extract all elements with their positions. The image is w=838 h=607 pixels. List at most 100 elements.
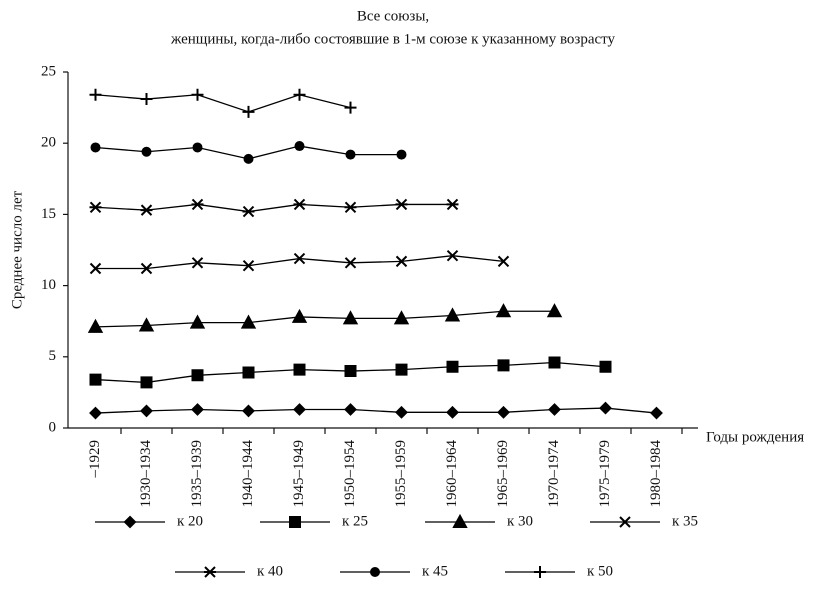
- data-point: [548, 356, 561, 369]
- data-point: [599, 401, 612, 415]
- data-point: [191, 257, 204, 269]
- x-tick-label: 1950–1954: [342, 440, 358, 508]
- data-point: [293, 252, 306, 265]
- legend-label: к 20: [177, 513, 203, 529]
- data-point: [89, 373, 102, 386]
- y-tick-label: 20: [41, 135, 56, 151]
- y-tick-label: 15: [41, 206, 56, 222]
- data-point: [345, 149, 356, 160]
- x-tick-label: 1980–1984: [648, 440, 664, 508]
- series-line: [95, 203, 453, 213]
- data-point: [192, 142, 203, 153]
- data-point: [140, 404, 153, 418]
- data-point: [87, 318, 104, 333]
- data-point: [89, 406, 102, 420]
- legend-label: к 50: [587, 563, 613, 579]
- data-point: [140, 93, 153, 106]
- data-point: [344, 101, 357, 114]
- legend-marker: [452, 513, 468, 528]
- y-tick-label: 10: [41, 277, 56, 293]
- data-point: [293, 198, 306, 211]
- data-point: [293, 363, 306, 376]
- data-point: [189, 314, 206, 329]
- data-point: [548, 403, 561, 416]
- data-point: [242, 259, 255, 272]
- data-point: [89, 201, 102, 213]
- data-point: [242, 404, 255, 418]
- data-point: [395, 363, 408, 376]
- legend-marker: [619, 516, 631, 528]
- data-point: [191, 198, 204, 211]
- data-point: [140, 376, 153, 389]
- data-point: [344, 201, 357, 213]
- x-tick-label: –1929: [87, 440, 103, 479]
- chart-title: Все союзы,: [357, 8, 429, 24]
- data-point: [395, 405, 408, 419]
- data-point: [89, 262, 102, 275]
- legend-marker: [534, 566, 546, 578]
- data-point: [141, 146, 152, 157]
- x-tick-label: 1940–1944: [240, 440, 256, 508]
- legend-label: к 40: [257, 563, 283, 579]
- y-tick-label: 0: [49, 419, 57, 435]
- x-tick-label: 1960–1964: [444, 440, 460, 508]
- data-point: [344, 257, 357, 269]
- legend-label: к 45: [422, 563, 448, 579]
- data-point: [396, 149, 407, 160]
- data-point: [497, 405, 510, 419]
- legend-label: к 25: [342, 513, 368, 529]
- data-point: [89, 88, 102, 101]
- data-point: [599, 360, 612, 373]
- y-tick-label: 25: [41, 63, 56, 79]
- x-tick-label: 1930–1934: [138, 440, 154, 508]
- data-point: [444, 307, 461, 322]
- data-point: [293, 88, 306, 101]
- data-point: [191, 369, 204, 382]
- x-tick-label: 1975–1979: [597, 440, 613, 508]
- legend-label: к 35: [672, 513, 698, 529]
- data-point: [446, 405, 459, 419]
- data-point: [446, 249, 459, 262]
- data-point: [90, 142, 101, 153]
- data-point: [393, 310, 410, 325]
- chart-subtitle: женщины, когда-либо состоявшие в 1-м сою…: [170, 31, 616, 47]
- data-point: [140, 204, 153, 216]
- data-point: [293, 403, 306, 416]
- data-point: [344, 365, 357, 378]
- data-point: [242, 105, 255, 118]
- y-tick-label: 5: [49, 348, 57, 364]
- legend-marker: [289, 516, 301, 528]
- data-point: [395, 255, 408, 268]
- data-point: [650, 406, 663, 420]
- data-point: [191, 88, 204, 101]
- legend-label: к 30: [507, 513, 533, 529]
- legend-marker: [370, 567, 380, 577]
- data-point: [497, 359, 510, 372]
- series-line: [95, 94, 351, 113]
- legend-marker: [123, 515, 137, 529]
- data-point: [446, 198, 459, 211]
- data-point: [497, 255, 510, 268]
- x-axis-label: Годы рождения: [706, 429, 804, 445]
- data-point: [191, 403, 204, 416]
- data-point: [395, 198, 408, 211]
- legend-marker: [204, 566, 216, 578]
- data-point: [294, 141, 305, 152]
- x-tick-label: 1970–1974: [546, 440, 562, 508]
- data-point: [342, 310, 359, 325]
- x-tick-label: 1945–1949: [291, 440, 307, 508]
- data-point: [138, 317, 155, 332]
- x-tick-label: 1935–1939: [189, 440, 205, 508]
- series-line: [95, 407, 657, 414]
- data-point: [495, 303, 512, 318]
- data-point: [291, 308, 308, 323]
- data-point: [242, 205, 255, 218]
- series-line: [95, 310, 555, 328]
- data-point: [446, 360, 459, 373]
- data-point: [140, 262, 153, 275]
- x-tick-label: 1955–1959: [393, 440, 409, 508]
- data-point: [243, 153, 254, 164]
- data-point: [344, 403, 357, 416]
